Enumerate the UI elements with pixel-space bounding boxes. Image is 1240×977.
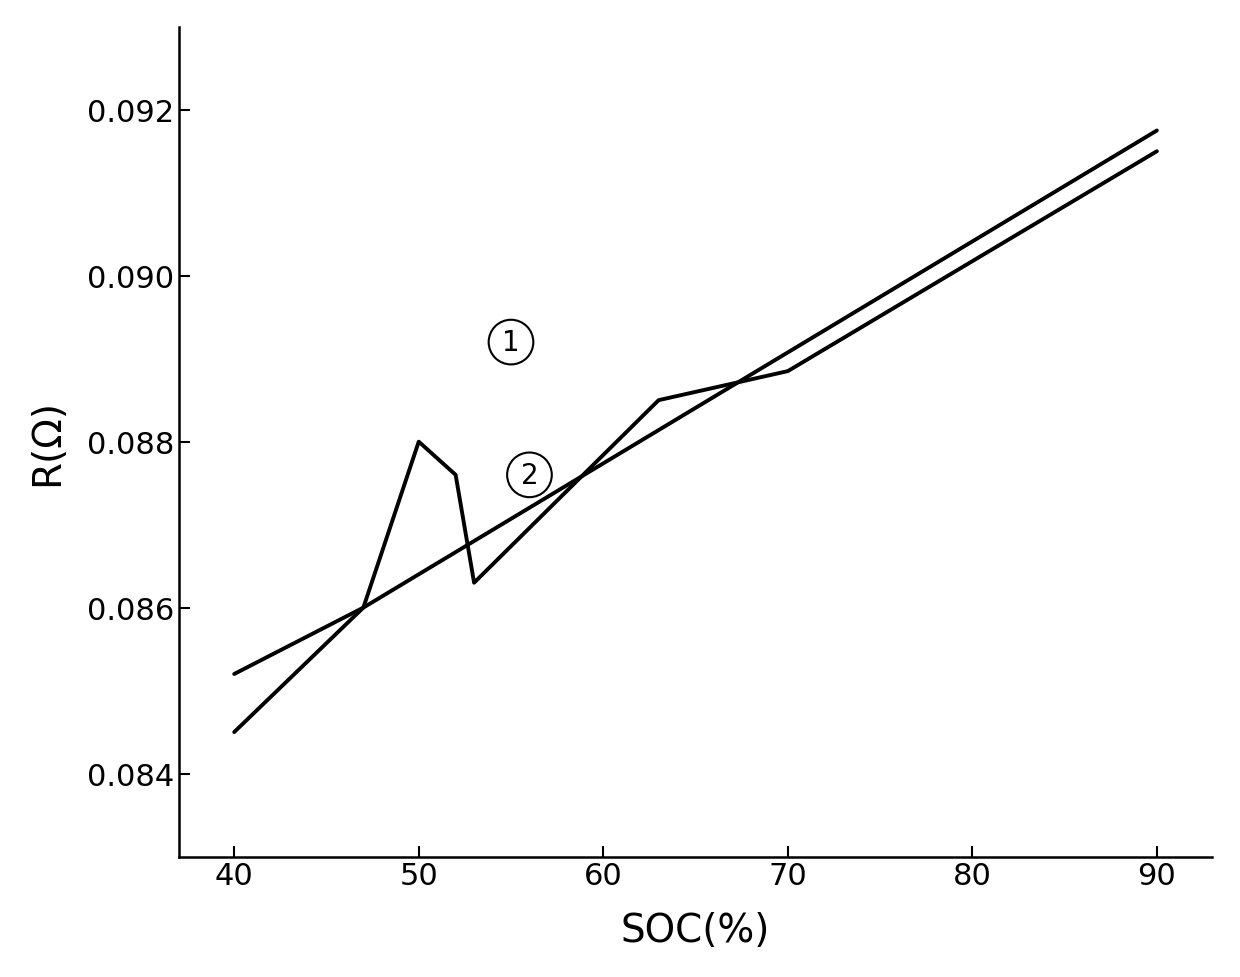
Text: 1: 1 <box>502 328 520 357</box>
Y-axis label: R(Ω): R(Ω) <box>27 399 66 486</box>
X-axis label: SOC(%): SOC(%) <box>621 912 770 950</box>
Text: 2: 2 <box>521 461 538 489</box>
